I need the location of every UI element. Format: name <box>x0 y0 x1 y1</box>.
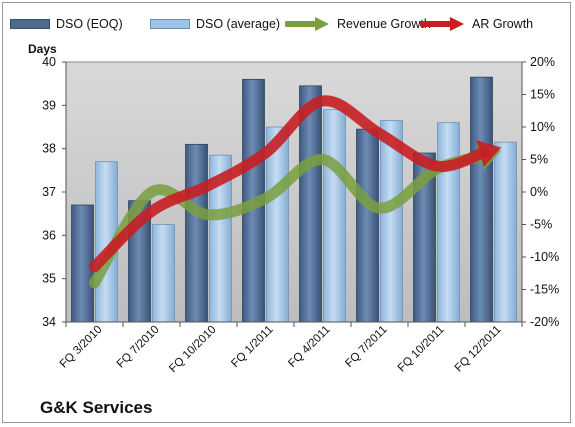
x-tick-label: FQ 4/2011 <box>286 324 332 370</box>
legend-label-ar-growth: AR Growth <box>472 17 534 31</box>
y-tick-label: 37 <box>42 185 56 199</box>
legend-item-revenue-growth: Revenue Growth <box>285 14 431 34</box>
y-tick-label: 40 <box>42 55 56 69</box>
chart-title: G&K Services <box>40 398 153 417</box>
x-tick-label: FQ 1/2011 <box>229 324 275 370</box>
y2-tick-label: 5% <box>530 153 548 167</box>
legend-swatch-ar-growth <box>420 17 464 31</box>
y-tick-label: 34 <box>42 315 56 329</box>
bar-dso-eoq <box>185 143 208 323</box>
bar-dso-average <box>494 141 517 323</box>
ar-growth-line <box>89 95 490 273</box>
legend-label-revenue-growth: Revenue Growth <box>337 17 431 31</box>
y-tick-label: 36 <box>42 228 56 242</box>
y-tick-label: 38 <box>42 142 56 156</box>
y2-tick-label: -5% <box>530 218 552 232</box>
legend-swatch-dso-eoq <box>10 19 50 29</box>
y2-tick-label: 10% <box>530 120 555 134</box>
y2-tick-label: 20% <box>530 55 555 69</box>
bar-dso-average <box>323 109 346 323</box>
x-tick-label: FQ 7/2011 <box>343 324 389 370</box>
legend-item-dso-eoq: DSO (EOQ) <box>10 14 123 34</box>
bar-dso-average <box>152 224 175 323</box>
y-axis-label: Days <box>28 42 57 56</box>
legend-swatch-dso-average <box>150 19 190 29</box>
x-tick-label: FQ 3/2010 <box>58 324 105 371</box>
legend-label-dso-average: DSO (average) <box>196 17 281 31</box>
x-tick-label: FQ 10/2010 <box>167 324 218 375</box>
revenue-growth-line <box>89 150 490 289</box>
x-tick-label: FQ 12/2011 <box>453 324 504 375</box>
y2-tick-label: -15% <box>530 283 559 297</box>
legend-item-ar-growth: AR Growth <box>420 14 533 34</box>
y2-tick-label: 15% <box>530 88 555 102</box>
bar-dso-eoq <box>470 76 493 323</box>
bar-dso-eoq <box>356 128 379 323</box>
y-tick-label: 35 <box>42 272 56 286</box>
x-tick-label: FQ 7/2010 <box>115 324 162 371</box>
legend-label-dso-eoq: DSO (EOQ) <box>56 17 123 31</box>
y2-tick-label: -20% <box>530 315 559 329</box>
legend-swatch-revenue-growth <box>285 17 329 31</box>
y2-tick-label: -10% <box>530 250 559 264</box>
x-tick-label: FQ 10/2011 <box>396 324 447 375</box>
y-tick-label: 39 <box>42 98 56 112</box>
y2-tick-label: 0% <box>530 185 548 199</box>
bar-dso-average <box>437 122 460 323</box>
ar-growth-arrowhead <box>476 140 502 168</box>
legend-item-dso-average: DSO (average) <box>150 14 280 34</box>
